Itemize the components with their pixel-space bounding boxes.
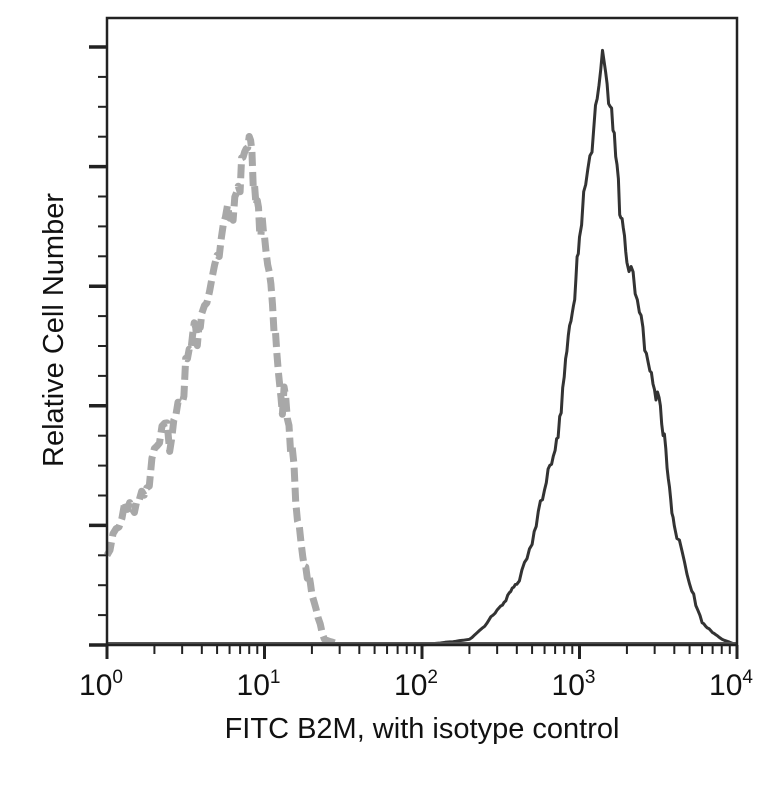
x-tick-label: 101	[237, 667, 281, 702]
x-tick-label: 103	[552, 667, 596, 702]
isotype-control-curve	[103, 133, 341, 649]
x-tick-label: 102	[394, 667, 438, 702]
x-tick-label: 104	[709, 667, 753, 702]
plot-frame	[105, 16, 739, 647]
y-axis-title: Relative Cell Number	[38, 193, 70, 467]
x-tick-label: 100	[79, 667, 123, 702]
x-axis-title: FITC B2M, with isotype control	[225, 713, 620, 745]
fitc-b2m-curve	[421, 48, 738, 647]
x-tick-labels: 100 101 102 103 104	[79, 667, 753, 702]
histogram-series	[103, 48, 738, 649]
axis-ticks	[89, 45, 739, 659]
